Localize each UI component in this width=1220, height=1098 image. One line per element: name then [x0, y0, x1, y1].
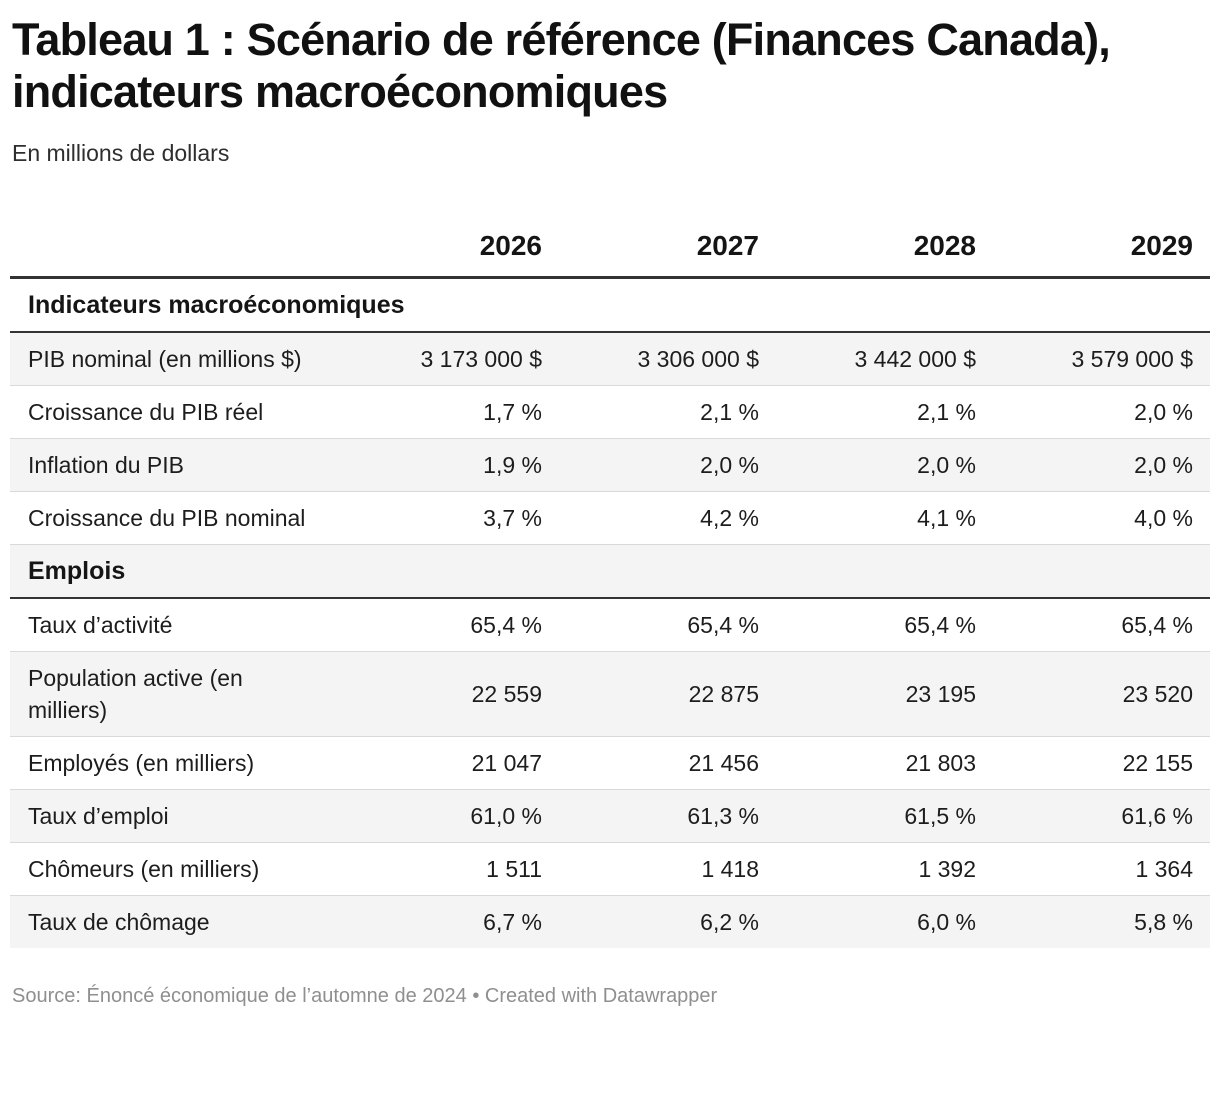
table-row-inflation-pib: Inflation du PIB 1,9 % 2,0 % 2,0 % 2,0 %: [10, 438, 1210, 492]
cell-value: 61,0 %: [342, 789, 559, 843]
source-note: Source: Énoncé économique de l’automne d…: [12, 985, 718, 1007]
table-row-employes: Employés (en milliers) 21 047 21 456 21 …: [10, 736, 1210, 790]
cell-value: 2,1 %: [776, 385, 993, 439]
corner-cell: [10, 221, 342, 279]
cell-value: 2,0 %: [776, 438, 993, 492]
cell-value: 21 803: [776, 736, 993, 790]
cell-value: 21 047: [342, 736, 559, 790]
year-header-row: 2026 2027 2028 2029: [10, 221, 1210, 279]
col-header-2028: 2028: [776, 221, 993, 279]
cell-value: 4,0 %: [993, 491, 1210, 545]
cell-value: 2,0 %: [993, 438, 1210, 492]
datawrapper-table-page: Tableau 1 : Scénario de référence (Finan…: [10, 14, 1210, 1008]
cell-value: 2,1 %: [559, 385, 776, 439]
cell-value: 23 520: [993, 651, 1210, 737]
row-label: Chômeurs (en milliers): [10, 842, 342, 896]
cell-value: 65,4 %: [993, 597, 1210, 652]
table-row-taux-emploi: Taux d’emploi 61,0 % 61,3 % 61,5 % 61,6 …: [10, 789, 1210, 843]
cell-value: 3 173 000 $: [342, 331, 559, 386]
col-header-2027: 2027: [559, 221, 776, 279]
cell-value: 2,0 %: [559, 438, 776, 492]
row-label: PIB nominal (en millions $): [10, 331, 342, 386]
cell-value: 6,0 %: [776, 895, 993, 948]
table-subtitle: En millions de dollars: [12, 140, 230, 166]
cell-value: 65,4 %: [776, 597, 993, 652]
page-title: Tableau 1 : Scénario de référence (Finan…: [12, 14, 1111, 117]
cell-value: 6,7 %: [342, 895, 559, 948]
row-label: Inflation du PIB: [10, 438, 342, 492]
col-header-2026: 2026: [342, 221, 559, 279]
cell-value: 1 418: [559, 842, 776, 896]
table-row-pib-nominal: PIB nominal (en millions $) 3 173 000 $ …: [10, 331, 1210, 386]
section-header-label: Indicateurs macroéconomiques: [10, 277, 1210, 333]
row-label: Croissance du PIB nominal: [10, 491, 342, 545]
row-label: Population active (en milliers): [10, 651, 342, 737]
cell-value: 1 392: [776, 842, 993, 896]
cell-value: 1 511: [342, 842, 559, 896]
table-footer: Source: Énoncé économique de l’automne d…: [10, 984, 1210, 1008]
cell-value: 22 559: [342, 651, 559, 737]
cell-value: 61,5 %: [776, 789, 993, 843]
row-label: Taux d’emploi: [10, 789, 342, 843]
section-header-label: Emplois: [10, 544, 1210, 599]
table-row-taux-chomage: Taux de chômage 6,7 % 6,2 % 6,0 % 5,8 %: [10, 895, 1210, 948]
table-header: Tableau 1 : Scénario de référence (Finan…: [10, 14, 1210, 167]
cell-value: 6,2 %: [559, 895, 776, 948]
section-row-emplois: Emplois: [10, 544, 1210, 599]
cell-value: 21 456: [559, 736, 776, 790]
cell-value: 65,4 %: [342, 597, 559, 652]
cell-value: 1,7 %: [342, 385, 559, 439]
cell-value: 22 155: [993, 736, 1210, 790]
table-row-population-active: Population active (en milliers) 22 559 2…: [10, 651, 1210, 737]
macro-indicators-table: 2026 2027 2028 2029 Indicateurs macroéco…: [10, 221, 1210, 948]
row-label: Taux de chômage: [10, 895, 342, 948]
cell-value: 5,8 %: [993, 895, 1210, 948]
col-header-2029: 2029: [993, 221, 1210, 279]
table-row-croissance-pib-reel: Croissance du PIB réel 1,7 % 2,1 % 2,1 %…: [10, 385, 1210, 439]
cell-value: 1 364: [993, 842, 1210, 896]
cell-value: 61,6 %: [993, 789, 1210, 843]
cell-value: 4,1 %: [776, 491, 993, 545]
row-label: Employés (en milliers): [10, 736, 342, 790]
row-label: Taux d’activité: [10, 597, 342, 652]
section-row-indicateurs: Indicateurs macroéconomiques: [10, 277, 1210, 333]
cell-value: 1,9 %: [342, 438, 559, 492]
cell-value: 65,4 %: [559, 597, 776, 652]
cell-value: 2,0 %: [993, 385, 1210, 439]
cell-value: 3 306 000 $: [559, 331, 776, 386]
table-row-croissance-pib-nominal: Croissance du PIB nominal 3,7 % 4,2 % 4,…: [10, 491, 1210, 545]
cell-value: 3 579 000 $: [993, 331, 1210, 386]
cell-value: 3 442 000 $: [776, 331, 993, 386]
cell-value: 3,7 %: [342, 491, 559, 545]
cell-value: 22 875: [559, 651, 776, 737]
cell-value: 61,3 %: [559, 789, 776, 843]
table-row-taux-activite: Taux d’activité 65,4 % 65,4 % 65,4 % 65,…: [10, 597, 1210, 652]
cell-value: 4,2 %: [559, 491, 776, 545]
table-row-chomeurs: Chômeurs (en milliers) 1 511 1 418 1 392…: [10, 842, 1210, 896]
cell-value: 23 195: [776, 651, 993, 737]
row-label: Croissance du PIB réel: [10, 385, 342, 439]
